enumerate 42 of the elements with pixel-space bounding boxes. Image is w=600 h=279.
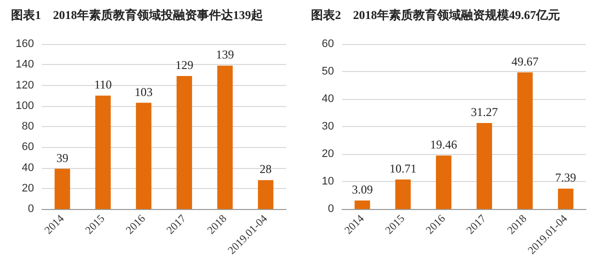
y-tick-label: 80 [22, 120, 34, 132]
bar [95, 96, 111, 209]
bar [176, 76, 192, 209]
data-label: 49.67 [512, 54, 538, 68]
bar [54, 168, 70, 209]
bar [436, 155, 452, 209]
bar [217, 66, 233, 209]
y-tick-label: 40 [322, 93, 334, 105]
y-tick-label: 0 [328, 203, 334, 215]
bar [258, 180, 274, 209]
data-label: 129 [175, 58, 194, 72]
y-tick-label: 140 [16, 58, 34, 71]
y-tick-label: 120 [16, 79, 34, 92]
data-label: 39 [56, 150, 68, 165]
bar [476, 123, 492, 209]
y-tick-label: 0 [28, 203, 34, 215]
data-label: 10.71 [390, 162, 416, 176]
bar [517, 72, 533, 209]
y-tick-label: 160 [16, 38, 34, 50]
bar [354, 200, 370, 209]
y-tick-label: 20 [322, 148, 334, 160]
bar [395, 180, 411, 209]
y-tick-label: 20 [22, 182, 34, 194]
chart-title: 图表1 2018年素质教育领域投融资事件达139起 [11, 8, 263, 22]
data-label: 103 [134, 84, 153, 99]
y-tick-label: 60 [322, 38, 334, 50]
bar [136, 102, 152, 209]
y-tick-label: 30 [322, 120, 334, 132]
data-label: 28 [260, 162, 272, 176]
y-tick-label: 60 [22, 141, 34, 154]
y-tick-label: 10 [322, 176, 334, 188]
data-label: 110 [94, 78, 112, 92]
data-label: 3.09 [352, 182, 373, 197]
data-label: 7.39 [555, 170, 576, 185]
bar [558, 188, 574, 209]
y-tick-label: 100 [16, 100, 34, 112]
y-tick-label: 50 [322, 66, 334, 78]
data-label: 19.46 [430, 137, 458, 152]
data-label: 139 [216, 48, 234, 62]
data-label: 31.27 [470, 105, 498, 120]
chart-title: 图表2 2018年素质教育领域融资规模49.67亿元 [311, 8, 560, 22]
y-tick-label: 40 [22, 162, 34, 174]
